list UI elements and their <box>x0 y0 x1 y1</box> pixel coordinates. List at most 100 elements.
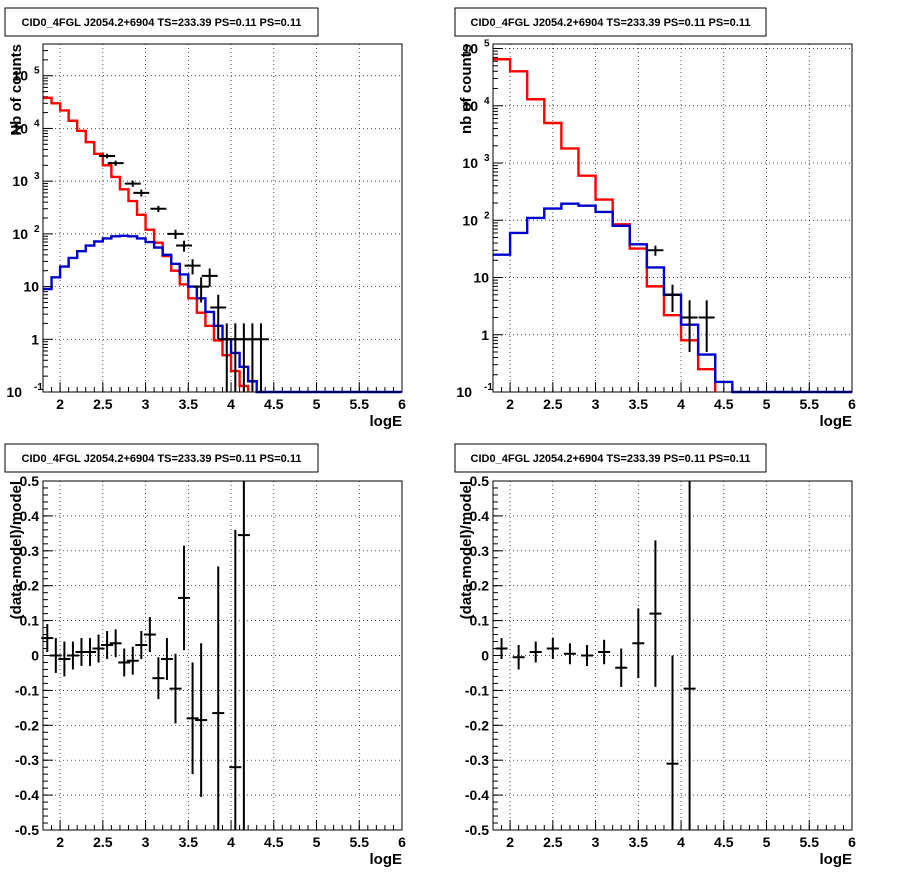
x-tick-label: 5.5 <box>800 834 820 850</box>
plot-frame <box>492 43 853 393</box>
y-tick-label: 10 <box>462 98 478 114</box>
y-tick-exponent: -1 <box>34 382 43 393</box>
x-tick-label: 5 <box>313 834 321 850</box>
plot-frame <box>42 480 403 831</box>
chart-title: CID0_4FGL J2054.2+6904 TS=233.39 PS=0.11… <box>22 453 302 465</box>
x-tick-label: 5.5 <box>350 396 370 412</box>
x-axis-label: logE <box>820 413 853 430</box>
y-tick-label: -0.2 <box>465 717 489 733</box>
x-tick-label: 2.5 <box>93 396 113 412</box>
plot-frame <box>42 43 403 393</box>
x-tick-label: 5 <box>763 396 771 412</box>
x-tick-label: 2.5 <box>93 834 113 850</box>
x-tick-label: 5 <box>763 834 771 850</box>
x-tick-label: 4.5 <box>264 396 284 412</box>
y-axis-label: Nb of counts <box>8 44 25 136</box>
x-tick-label: 5 <box>313 396 321 412</box>
x-tick-label: 4.5 <box>714 396 734 412</box>
x-tick-label: 4 <box>677 834 685 850</box>
title-box <box>454 443 767 473</box>
y-tick-exponent: 4 <box>34 118 40 129</box>
y-tick-label: -0.3 <box>15 752 39 768</box>
y-tick-label: 10 <box>12 226 28 242</box>
y-tick-label: 10 <box>12 68 28 84</box>
chart-4: CID0_4FGL J2054.2+6904 TS=233.39 PS=0.11… <box>454 443 856 868</box>
y-tick-label: 10 <box>23 279 39 295</box>
y-tick-label: 0.5 <box>470 473 490 489</box>
x-tick-label: 3 <box>592 396 600 412</box>
y-tick-label: 0.4 <box>470 508 490 524</box>
y-tick-label: 0.2 <box>470 578 490 594</box>
y-tick-label: 0.5 <box>20 473 40 489</box>
y-tick-label: 10 <box>462 212 478 228</box>
y-axis-label: nb of counts <box>458 44 475 134</box>
x-tick-label: 4 <box>227 396 235 412</box>
x-axis-label: logE <box>820 851 853 868</box>
y-tick-exponent: 2 <box>484 210 490 221</box>
chart-title: CID0_4FGL J2054.2+6904 TS=233.39 PS=0.11… <box>22 17 302 29</box>
y-tick-label: 10 <box>12 173 28 189</box>
y-tick-label: 0.4 <box>20 508 40 524</box>
y-tick-label: -0.4 <box>15 787 39 803</box>
x-tick-label: 3.5 <box>179 396 199 412</box>
y-axis-label: (data-model)/model <box>458 481 475 619</box>
x-tick-label: 5.5 <box>800 396 820 412</box>
y-tick-label: 1 <box>31 331 39 347</box>
y-tick-label: 0.1 <box>470 613 490 629</box>
y-tick-label: -0.1 <box>465 682 489 698</box>
x-tick-label: 5.5 <box>350 834 370 850</box>
x-tick-label: 6 <box>398 834 406 850</box>
x-tick-label: 4 <box>227 834 235 850</box>
series-step-1 <box>43 96 250 392</box>
x-tick-label: 3 <box>142 396 150 412</box>
y-tick-exponent: 5 <box>34 66 40 77</box>
x-tick-label: 4 <box>677 396 685 412</box>
y-tick-label: 10 <box>12 120 28 136</box>
y-axis-label: (data-model)/model <box>8 481 25 619</box>
chart-title: CID0_4FGL J2054.2+6904 TS=233.39 PS=0.11… <box>471 17 751 29</box>
x-tick-label: 2 <box>506 834 514 850</box>
y-tick-label: 0.3 <box>470 543 490 559</box>
y-tick-label: 10 <box>456 384 472 400</box>
y-tick-exponent: 2 <box>34 224 40 235</box>
x-tick-label: 3 <box>592 834 600 850</box>
y-tick-exponent: 5 <box>484 39 490 50</box>
chart-title: CID0_4FGL J2054.2+6904 TS=233.39 PS=0.11… <box>471 453 751 465</box>
y-tick-label: 10 <box>473 270 489 286</box>
x-tick-label: 4.5 <box>714 834 734 850</box>
x-tick-label: 2.5 <box>543 396 563 412</box>
y-tick-label: 0.2 <box>20 578 40 594</box>
chart-3: CID0_4FGL J2054.2+6904 TS=233.39 PS=0.11… <box>4 443 406 868</box>
series-step-2 <box>43 234 402 394</box>
y-tick-label: 0 <box>31 648 39 664</box>
x-tick-label: 3 <box>142 834 150 850</box>
y-tick-label: 10 <box>6 384 22 400</box>
y-tick-exponent: 3 <box>34 171 40 182</box>
y-tick-label: 10 <box>462 155 478 171</box>
series-step-1 <box>493 58 717 392</box>
title-box <box>4 443 319 473</box>
x-tick-label: 4.5 <box>264 834 284 850</box>
x-tick-label: 2 <box>506 396 514 412</box>
y-tick-label: 0.1 <box>20 613 40 629</box>
x-axis-label: logE <box>370 851 403 868</box>
x-tick-label: 6 <box>398 396 406 412</box>
title-box <box>4 7 319 37</box>
y-tick-label: 0.3 <box>20 543 40 559</box>
y-tick-label: -0.5 <box>465 822 489 838</box>
x-tick-label: 3.5 <box>629 834 649 850</box>
chart-1: CID0_4FGL J2054.2+6904 TS=233.39 PS=0.11… <box>4 7 406 430</box>
y-tick-label: 0 <box>481 648 489 664</box>
y-tick-label: -0.4 <box>465 787 489 803</box>
x-tick-label: 6 <box>848 834 856 850</box>
x-axis-label: logE <box>370 413 403 430</box>
x-tick-label: 6 <box>848 396 856 412</box>
y-tick-label: -0.3 <box>465 752 489 768</box>
x-tick-label: 2 <box>56 396 64 412</box>
x-tick-label: 3.5 <box>179 834 199 850</box>
y-tick-label: 1 <box>481 327 489 343</box>
x-tick-label: 2.5 <box>543 834 563 850</box>
y-tick-exponent: 4 <box>484 96 490 107</box>
y-tick-exponent: 3 <box>484 153 490 164</box>
